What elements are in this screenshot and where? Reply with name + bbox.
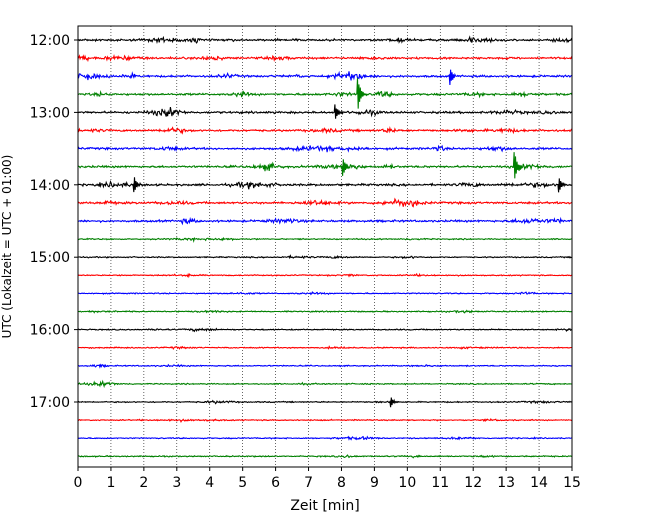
x-tick-label: 13 bbox=[497, 475, 515, 491]
trace-line bbox=[77, 54, 573, 63]
trace-line bbox=[78, 417, 573, 424]
trace-line bbox=[77, 327, 573, 333]
trace-line bbox=[77, 435, 572, 441]
plot-frame bbox=[77, 25, 573, 468]
trace-line bbox=[78, 290, 572, 296]
y-tick-label: 16:00 bbox=[30, 323, 70, 339]
trace-line bbox=[77, 69, 573, 86]
y-tick-label: 14:00 bbox=[30, 178, 70, 194]
x-tick-label: 4 bbox=[205, 475, 214, 491]
x-tick-label: 1 bbox=[106, 475, 115, 491]
trace-line bbox=[77, 454, 573, 459]
trace-line bbox=[77, 345, 572, 351]
y-tick-label: 17:00 bbox=[30, 395, 70, 411]
y-axis-label: UTC (Lokalzeit = UTC + 01:00) bbox=[0, 155, 14, 339]
y-tick-label: 15:00 bbox=[30, 250, 70, 266]
x-tick-label: 12 bbox=[464, 475, 482, 491]
trace-line bbox=[77, 152, 573, 179]
seismogram-traces bbox=[77, 35, 573, 459]
trace-line bbox=[77, 397, 573, 408]
y-tick-label: 13:00 bbox=[30, 105, 70, 121]
y-tick-label: 12:00 bbox=[30, 33, 70, 49]
x-axis-ticks: 0 1 2 3 4 5 6 7 8 9 10 11 12 13 14 15 bbox=[74, 467, 581, 491]
x-axis-label: Zeit [min] bbox=[290, 498, 359, 514]
trace-line bbox=[78, 309, 573, 314]
trace-line bbox=[77, 35, 573, 45]
trace-line bbox=[78, 216, 573, 226]
trace-line bbox=[77, 254, 573, 260]
trace-line bbox=[77, 236, 573, 243]
trace-line bbox=[78, 363, 573, 369]
x-tick-label: 9 bbox=[370, 475, 379, 491]
trace-line bbox=[77, 126, 573, 135]
trace-line bbox=[77, 78, 573, 109]
x-tick-label: 14 bbox=[530, 475, 548, 491]
trace-line bbox=[77, 197, 573, 208]
trace-line bbox=[77, 144, 573, 153]
x-tick-label: 6 bbox=[271, 475, 280, 491]
trace-line bbox=[77, 177, 573, 193]
trace-line bbox=[77, 104, 573, 119]
x-tick-label: 7 bbox=[304, 475, 313, 491]
x-tick-label: 15 bbox=[563, 475, 581, 491]
trace-line bbox=[78, 379, 573, 389]
trace-line bbox=[77, 272, 573, 279]
x-tick-label: 2 bbox=[139, 475, 148, 491]
x-tick-label: 0 bbox=[74, 475, 83, 491]
x-tick-label: 11 bbox=[431, 475, 449, 491]
y-axis-ticks: 12:00 13:00 14:00 15:00 16:00 17:00 bbox=[30, 33, 78, 411]
x-tick-label: 5 bbox=[238, 475, 247, 491]
x-tick-label: 3 bbox=[172, 475, 181, 491]
x-tick-label: 10 bbox=[398, 475, 416, 491]
x-tick-label: 8 bbox=[337, 475, 346, 491]
